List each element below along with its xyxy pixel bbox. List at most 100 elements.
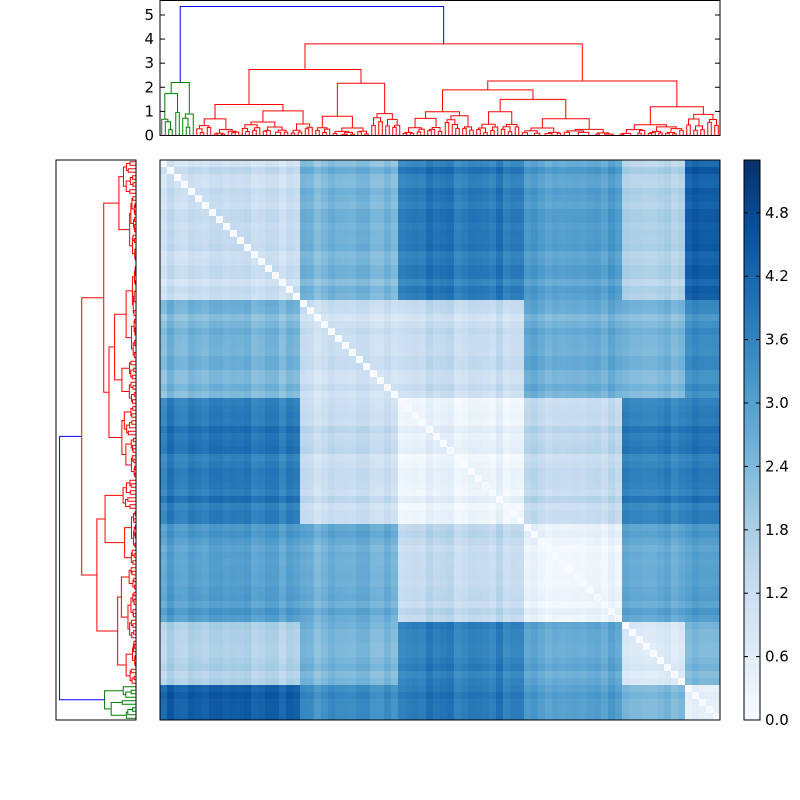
heatmap-cell [251, 510, 259, 518]
heatmap-cell [566, 244, 574, 252]
heatmap-cell [461, 482, 469, 490]
heatmap-cell [580, 482, 588, 490]
heatmap-cell [244, 216, 252, 224]
heatmap-cell [622, 258, 630, 266]
heatmap-cell [300, 293, 308, 301]
heatmap-cell [405, 433, 413, 441]
heatmap-cell [384, 209, 392, 217]
heatmap-cell [279, 384, 287, 392]
heatmap-cell [216, 545, 224, 553]
heatmap-cell [230, 363, 238, 371]
heatmap-cell [671, 412, 679, 420]
heatmap-cell [307, 349, 315, 357]
heatmap-cell [685, 328, 693, 336]
heatmap-cell [559, 258, 567, 266]
heatmap-cell [538, 454, 546, 462]
heatmap-cell [216, 195, 224, 203]
heatmap-cell [433, 433, 441, 441]
heatmap-cell [391, 335, 399, 343]
heatmap-cell [440, 167, 448, 175]
heatmap-cell [258, 258, 266, 266]
heatmap-cell [363, 552, 371, 560]
heatmap-cell [307, 489, 315, 497]
heatmap-cell [405, 363, 413, 371]
heatmap-cell [503, 223, 511, 231]
heatmap-cell [538, 468, 546, 476]
heatmap-cell [412, 258, 420, 266]
heatmap-cell [440, 440, 448, 448]
heatmap-cell [265, 412, 273, 420]
heatmap-cell [601, 349, 609, 357]
heatmap-cell [391, 489, 399, 497]
heatmap-cell [482, 230, 490, 238]
heatmap-cell [566, 293, 574, 301]
heatmap-cell [545, 195, 553, 203]
heatmap-cell [629, 251, 637, 259]
heatmap-cell [692, 489, 700, 497]
heatmap-cell [335, 517, 343, 525]
heatmap-cell [629, 370, 637, 378]
heatmap-cell [230, 356, 238, 364]
heatmap-cell [349, 209, 357, 217]
heatmap-cell [419, 531, 427, 539]
dendrogram-link [385, 125, 390, 136]
heatmap-cell [230, 412, 238, 420]
heatmap-cell [223, 412, 231, 420]
heatmap-cell [426, 524, 434, 532]
heatmap-cell [699, 447, 707, 455]
heatmap-cell [685, 272, 693, 280]
heatmap-cell [447, 181, 455, 189]
heatmap-cell [223, 426, 231, 434]
heatmap-cell [279, 419, 287, 427]
heatmap-cell [587, 461, 595, 469]
heatmap-cell [566, 279, 574, 287]
heatmap-cell [356, 335, 364, 343]
heatmap-cell [538, 440, 546, 448]
heatmap-cell [552, 496, 560, 504]
heatmap-cell [643, 188, 651, 196]
heatmap-cell [573, 552, 581, 560]
heatmap-cell [608, 181, 616, 189]
heatmap-cell [202, 489, 210, 497]
heatmap-cell [538, 384, 546, 392]
heatmap-cell [342, 447, 350, 455]
heatmap-cell [454, 405, 462, 413]
heatmap-cell [454, 517, 462, 525]
heatmap-cell [580, 349, 588, 357]
heatmap-cell [202, 538, 210, 546]
heatmap-cell [293, 468, 301, 476]
heatmap-cell [685, 244, 693, 252]
heatmap-cell [398, 314, 406, 322]
heatmap-cell [328, 370, 336, 378]
heatmap-cell [286, 160, 294, 168]
heatmap-cell [608, 510, 616, 518]
heatmap-cell [692, 209, 700, 217]
heatmap-cell [433, 181, 441, 189]
heatmap-cell [202, 433, 210, 441]
heatmap-cell [475, 475, 483, 483]
heatmap-cell [377, 524, 385, 532]
heatmap-cell [419, 167, 427, 175]
heatmap-cell [405, 265, 413, 273]
heatmap-cell [510, 496, 518, 504]
heatmap-cell [342, 300, 350, 308]
heatmap-cell [601, 195, 609, 203]
heatmap-cell [356, 552, 364, 560]
heatmap-cell [559, 293, 567, 301]
heatmap-cell [335, 286, 343, 294]
dendrogram-link [254, 127, 261, 136]
heatmap-cell [398, 174, 406, 182]
heatmap-cell [188, 181, 196, 189]
heatmap-cell [279, 258, 287, 266]
heatmap-cell [349, 482, 357, 490]
heatmap-cell [580, 223, 588, 231]
dendrogram-link [130, 689, 136, 695]
heatmap-cell [216, 335, 224, 343]
heatmap-cell [482, 545, 490, 553]
heatmap-cell [265, 223, 273, 231]
heatmap-cell [601, 510, 609, 518]
heatmap-cell [286, 510, 294, 518]
heatmap-cell [216, 244, 224, 252]
heatmap-cell [580, 342, 588, 350]
heatmap-cell [349, 398, 357, 406]
